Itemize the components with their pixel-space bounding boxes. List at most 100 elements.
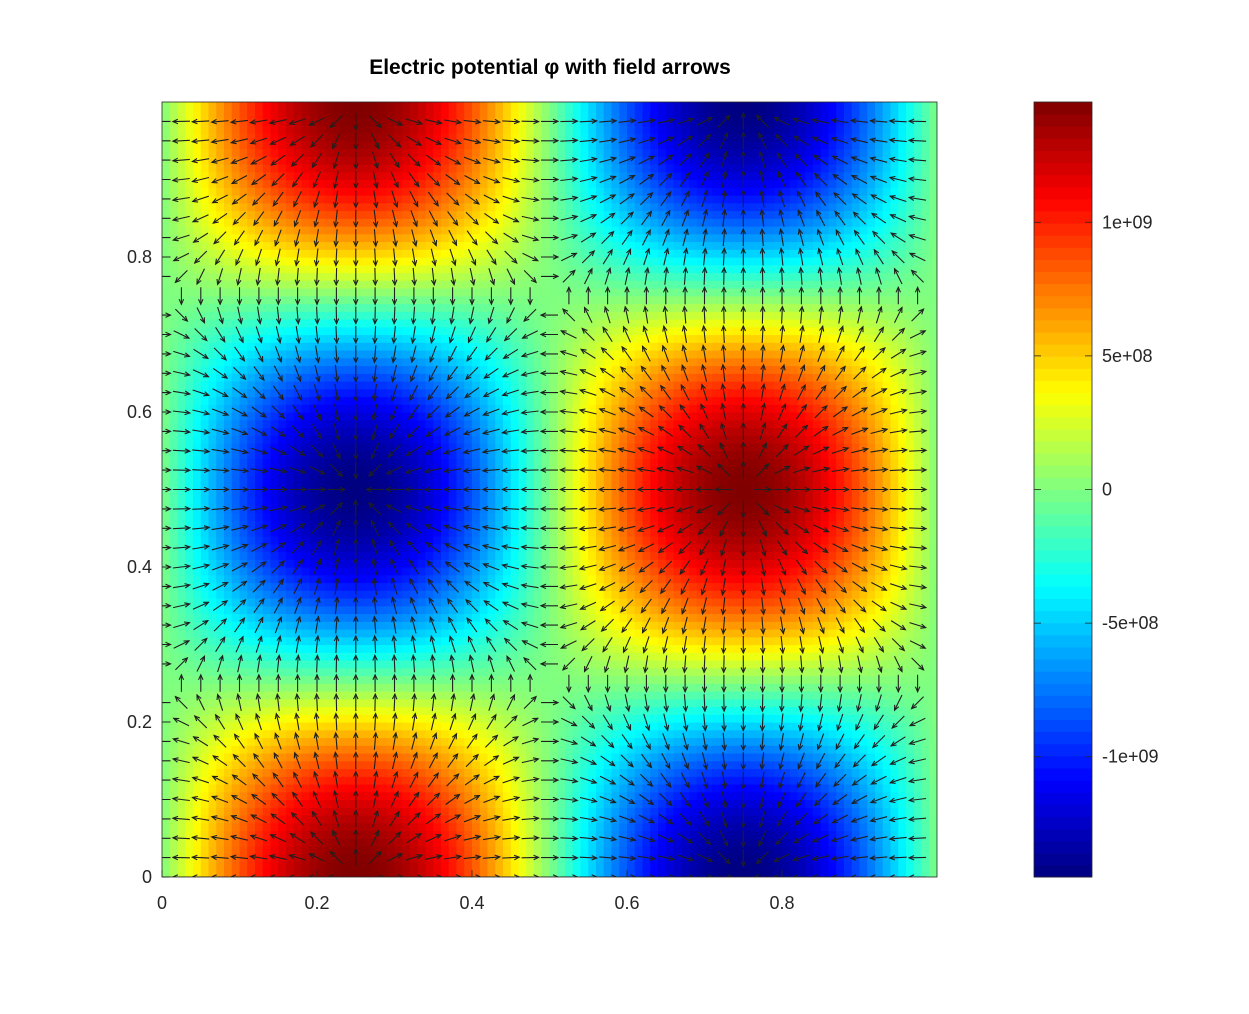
heatmap-cell — [402, 722, 411, 731]
heatmap-cell — [286, 171, 295, 181]
heatmap-cell — [301, 621, 310, 630]
heatmap-cell — [348, 505, 357, 514]
heatmap-cell — [216, 489, 225, 498]
heatmap-cell — [247, 636, 256, 646]
heatmap-cell — [371, 807, 380, 816]
heatmap-cell — [177, 102, 186, 111]
heatmap-cell — [386, 365, 396, 374]
heatmap-cell — [231, 319, 241, 328]
heatmap-cell — [255, 691, 264, 700]
heatmap-cell — [417, 574, 427, 584]
heatmap-cell — [270, 396, 279, 405]
heatmap-cell — [433, 435, 442, 444]
heatmap-cell — [541, 675, 551, 684]
heatmap-cell — [309, 226, 318, 235]
heatmap-cell — [495, 388, 504, 398]
heatmap-cell — [472, 280, 481, 289]
heatmap-cell — [324, 644, 334, 653]
heatmap-cell — [464, 846, 473, 855]
heatmap-cell — [255, 210, 264, 219]
heatmap-cell — [456, 319, 465, 328]
heatmap-cell — [169, 621, 179, 630]
heatmap-cell — [410, 474, 419, 483]
heatmap-cell — [355, 179, 365, 188]
heatmap-cell — [456, 714, 465, 723]
heatmap-cell — [441, 846, 450, 855]
heatmap-cell — [534, 342, 543, 351]
heatmap-cell — [208, 342, 217, 351]
heatmap-cell — [293, 450, 303, 460]
heatmap-cell — [526, 404, 535, 413]
heatmap-cell — [479, 125, 489, 134]
heatmap-cell — [193, 683, 202, 692]
heatmap-cell — [340, 567, 349, 576]
heatmap-cell — [534, 419, 543, 429]
heatmap-cell — [417, 102, 427, 111]
heatmap-cell — [363, 303, 372, 312]
heatmap-cell — [526, 179, 535, 188]
heatmap-cell — [348, 435, 357, 444]
heatmap-cell — [487, 280, 496, 289]
heatmap-cell — [394, 326, 403, 336]
heatmap-cell — [278, 342, 287, 351]
heatmap-cell — [169, 210, 179, 219]
heatmap-cell — [348, 133, 357, 142]
heatmap-cell — [464, 528, 473, 537]
heatmap-cell — [162, 257, 171, 266]
heatmap-cell — [332, 125, 341, 134]
heatmap-cell — [231, 598, 241, 607]
heatmap-cell — [193, 450, 202, 460]
heatmap-cell — [503, 729, 512, 739]
heatmap-cell — [239, 195, 248, 204]
heatmap-cell — [355, 505, 365, 514]
heatmap-cell — [433, 807, 442, 816]
heatmap-cell — [472, 156, 481, 165]
heatmap-cell — [402, 691, 411, 700]
heatmap-cell — [340, 722, 349, 731]
heatmap-cell — [510, 218, 520, 227]
heatmap-cell — [317, 621, 326, 630]
heatmap-cell — [479, 838, 489, 847]
heatmap-cell — [534, 450, 543, 460]
heatmap-cell — [363, 102, 372, 111]
heatmap-cell — [425, 365, 434, 374]
heatmap-cell — [278, 311, 287, 320]
heatmap-cell — [386, 489, 396, 498]
heatmap-cell — [394, 450, 403, 460]
heatmap-cell — [371, 590, 380, 599]
heatmap-cell — [324, 598, 334, 607]
heatmap-cell — [433, 365, 442, 374]
heatmap-cell — [278, 497, 287, 506]
heatmap-cell — [441, 195, 450, 204]
heatmap-cell — [270, 512, 279, 522]
heatmap-cell — [518, 644, 527, 653]
heatmap-cell — [278, 675, 287, 684]
heatmap-cell — [363, 148, 372, 157]
heatmap-cell — [208, 737, 217, 746]
heatmap-cell — [200, 396, 210, 405]
heatmap-cell — [309, 582, 318, 591]
heatmap-cell — [355, 768, 365, 777]
heatmap-cell — [216, 846, 225, 855]
heatmap-cell — [177, 667, 186, 677]
heatmap-cell — [510, 536, 520, 545]
heatmap-cell — [379, 179, 388, 188]
heatmap-cell — [518, 102, 527, 111]
heatmap-cell — [309, 784, 318, 793]
heatmap-cell — [410, 125, 419, 134]
heatmap-cell — [464, 450, 473, 460]
heatmap-cell — [355, 148, 365, 157]
heatmap-cell — [386, 466, 396, 475]
heatmap-cell — [541, 528, 551, 537]
heatmap-cell — [270, 636, 279, 646]
heatmap-cell — [495, 458, 504, 467]
heatmap-cell — [355, 365, 365, 374]
heatmap-cell — [503, 543, 512, 553]
heatmap-cell — [239, 381, 248, 390]
heatmap-cell — [247, 675, 256, 684]
heatmap-cell — [425, 443, 434, 452]
heatmap-cell — [464, 404, 473, 413]
heatmap-cell — [394, 388, 403, 398]
heatmap-cell — [371, 512, 380, 522]
heatmap-cell — [317, 652, 326, 661]
